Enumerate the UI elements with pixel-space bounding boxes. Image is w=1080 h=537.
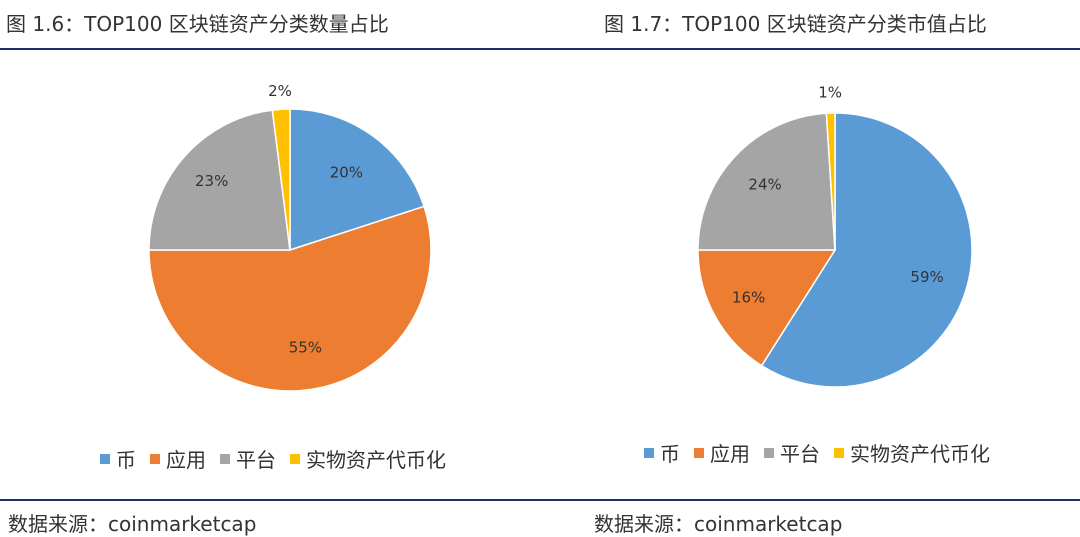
- pie-slice-real-asset-token: [825, 112, 836, 251]
- legend-item-coin: 币: [100, 444, 136, 473]
- legend-swatch: [150, 453, 160, 464]
- pie-chart-count: 20% 55% 23% 2%: [148, 82, 432, 392]
- legend-swatch: [764, 447, 774, 458]
- figure-1-7: 图 1.7：TOP100 区块链资产分类市值占比 59% 16% 24% 1% 币 应用…: [540, 0, 1080, 536]
- pie-label-platform: 24%: [748, 175, 781, 193]
- pie-slice-platform: [148, 109, 291, 251]
- chart-legend: 币 应用 平台 实物资产代币化: [100, 444, 460, 473]
- pie-label-coin: 59%: [910, 268, 943, 286]
- bottom-rule: [540, 499, 1080, 501]
- legend-swatch: [694, 447, 704, 458]
- legend-swatch: [644, 447, 654, 458]
- legend-swatch: [290, 453, 300, 464]
- pie-label-real-asset-token: 2%: [268, 82, 292, 100]
- pie-label-application: 55%: [289, 339, 322, 357]
- legend-label: 应用: [710, 442, 750, 466]
- legend-label: 实物资产代币化: [850, 442, 990, 466]
- legend-item-platform: 平台: [764, 438, 820, 467]
- legend-label: 币: [660, 442, 680, 466]
- pie-label-application: 16%: [732, 289, 765, 307]
- pie-label-real-asset-token: 1%: [818, 84, 842, 102]
- pie-slice-coin: [760, 112, 973, 388]
- bottom-rule: [0, 499, 540, 501]
- legend-label: 实物资产代币化: [306, 448, 446, 472]
- legend-item-application: 应用: [694, 438, 750, 467]
- pie-label-coin: 20%: [330, 163, 363, 181]
- legend-label: 币: [116, 448, 136, 472]
- chart-legend: 币 应用 平台 实物资产代币化: [644, 438, 1004, 467]
- pie-slice-platform: [697, 112, 836, 251]
- legend-item-coin: 币: [644, 438, 680, 467]
- legend-label: 平台: [780, 442, 820, 466]
- data-source: 数据来源：coinmarketcap: [594, 512, 843, 536]
- figure-title: 图 1.6：TOP100 区块链资产分类数量占比: [6, 12, 389, 36]
- legend-swatch: [834, 447, 844, 458]
- data-source: 数据来源：coinmarketcap: [8, 512, 257, 536]
- top-rule: [540, 48, 1080, 50]
- legend-label: 平台: [236, 448, 276, 472]
- legend-item-application: 应用: [150, 444, 206, 473]
- top-rule: [0, 48, 540, 50]
- legend-swatch: [220, 453, 230, 464]
- pie-chart-market-cap: 59% 16% 24% 1%: [697, 84, 973, 388]
- figure-1-6: 图 1.6：TOP100 区块链资产分类数量占比 20% 55% 23% 2% 币 应用…: [0, 0, 540, 536]
- pie-slice-application: [148, 205, 432, 392]
- pie-slice-coin: [289, 108, 426, 252]
- legend-item-platform: 平台: [220, 444, 276, 473]
- legend-item-real-asset-token: 实物资产代币化: [834, 438, 990, 467]
- pie-slice-application: [697, 249, 837, 367]
- legend-item-real-asset-token: 实物资产代币化: [290, 444, 446, 473]
- pie-slice-real-asset-token: [271, 108, 291, 251]
- figure-title: 图 1.7：TOP100 区块链资产分类市值占比: [604, 12, 987, 36]
- legend-swatch: [100, 453, 110, 464]
- legend-label: 应用: [166, 448, 206, 472]
- pie-label-platform: 23%: [195, 172, 228, 190]
